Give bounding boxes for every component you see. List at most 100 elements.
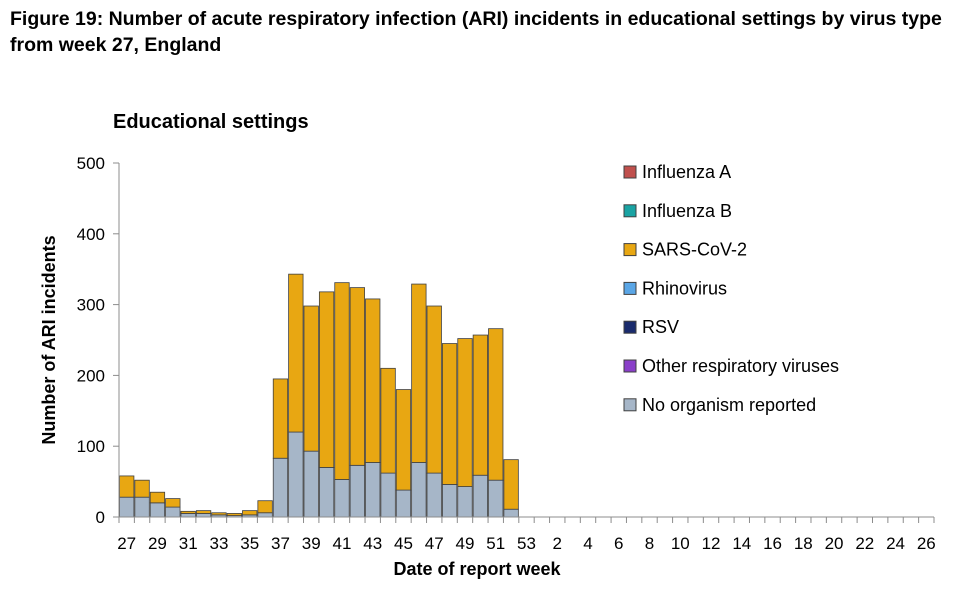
- bar-segment: [195, 513, 212, 518]
- x-tick-label: 14: [732, 534, 751, 553]
- legend: Influenza A Influenza B SARS-CoV-2 Rhinovir…: [623, 162, 839, 415]
- y-tick-label: 200: [77, 366, 105, 385]
- bar-segment: [303, 305, 319, 452]
- legend-label: Rhinovirus: [642, 278, 727, 298]
- bar-segment: [426, 305, 442, 474]
- axis-layer: 0 100 200 300 400 500 27 29 31 33 35 37 39 41 43 45 47 49…: [77, 154, 936, 553]
- bar-segment: [503, 508, 519, 518]
- x-tick-label: 26: [917, 534, 936, 553]
- bar-segment: [395, 489, 412, 518]
- legend-swatch: [623, 165, 637, 179]
- legend-label: Other respiratory viruses: [642, 356, 839, 376]
- x-tick-label: 47: [425, 534, 444, 553]
- legend-swatch: [623, 359, 637, 373]
- y-tick-label: 0: [96, 508, 105, 527]
- x-tick-label: 41: [333, 534, 352, 553]
- y-tick-label: 400: [77, 225, 105, 244]
- bar-segment: [165, 498, 181, 508]
- bar-segment: [380, 472, 396, 518]
- chart-title: Educational settings: [113, 111, 309, 133]
- x-tick-label: 49: [456, 534, 475, 553]
- bar-segment: [303, 450, 319, 518]
- bar-segment: [503, 459, 519, 510]
- x-tick-label: 27: [117, 534, 136, 553]
- bar-segment: [365, 298, 381, 463]
- bar-segment: [441, 484, 458, 518]
- bar-segment: [288, 273, 304, 433]
- x-tick-label: 22: [855, 534, 874, 553]
- bar-segment: [119, 475, 135, 498]
- x-tick-label: 18: [794, 534, 813, 553]
- x-tick-label: 29: [148, 534, 167, 553]
- legend-label: SARS-CoV-2: [642, 240, 747, 260]
- bar-segment: [226, 513, 242, 516]
- bar-segment: [318, 467, 335, 518]
- bar-segment: [395, 389, 412, 491]
- bar-segment: [211, 512, 227, 516]
- bar-segment: [472, 474, 488, 518]
- bar-segment: [165, 506, 181, 518]
- x-tick-label: 37: [271, 534, 290, 553]
- x-tick-label: 2: [553, 534, 562, 553]
- legend-swatch: [623, 204, 637, 218]
- legend-swatch: [623, 398, 637, 412]
- legend-label: RSV: [642, 317, 679, 337]
- x-tick-label: 35: [240, 534, 259, 553]
- bar-segment: [134, 479, 150, 498]
- bar-segment: [349, 464, 365, 518]
- bar-segment: [365, 462, 381, 518]
- bar-segment: [272, 378, 289, 459]
- x-tick-label: 8: [645, 534, 654, 553]
- x-tick-label: 20: [825, 534, 844, 553]
- bar-segment: [488, 328, 504, 481]
- bar-segment: [457, 338, 473, 487]
- bar-segment: [334, 282, 350, 480]
- bar-segment: [242, 510, 258, 516]
- bar-segment: [426, 472, 442, 518]
- x-tick-label: 4: [583, 534, 592, 553]
- x-tick-label: 31: [179, 534, 198, 553]
- bar-segment: [411, 283, 427, 463]
- x-tick-label: 10: [671, 534, 690, 553]
- legend-label: Influenza B: [642, 201, 732, 221]
- x-tick-label: 43: [363, 534, 382, 553]
- legend-label: No organism reported: [642, 395, 816, 415]
- legend-swatch: [623, 320, 637, 334]
- x-tick-label: 53: [517, 534, 536, 553]
- bar-segment: [472, 334, 488, 476]
- bar-segment: [149, 502, 166, 518]
- x-tick-label: 39: [302, 534, 321, 553]
- bar-segment: [318, 291, 335, 468]
- bar-segment: [149, 491, 166, 504]
- legend-swatch: [623, 243, 637, 257]
- x-tick-label: 16: [763, 534, 782, 553]
- y-tick-label: 100: [77, 437, 105, 456]
- x-axis-label: Date of report week: [393, 559, 561, 579]
- x-tick-label: 24: [886, 534, 905, 553]
- bar-segment: [257, 512, 273, 518]
- y-axis-label: Number of ARI incidents: [39, 235, 59, 444]
- bar-segment: [257, 500, 273, 514]
- x-tick-label: 45: [394, 534, 413, 553]
- figure-title: Figure 19: Number of acute respiratory i…: [10, 8, 942, 56]
- bar-segment: [272, 457, 289, 518]
- bar-segment: [457, 486, 473, 518]
- x-tick-label: 51: [486, 534, 505, 553]
- bar-segment: [180, 513, 196, 518]
- bar-segment: [441, 343, 458, 485]
- bar-segment: [349, 287, 365, 466]
- bar-segment: [134, 496, 150, 518]
- bar-segment: [488, 479, 504, 518]
- x-tick-label: 33: [209, 534, 228, 553]
- bar-segment: [119, 496, 135, 518]
- x-tick-label: 12: [702, 534, 721, 553]
- y-tick-label: 500: [77, 154, 105, 173]
- bar-segment: [288, 431, 304, 518]
- bar-segment: [380, 367, 396, 474]
- bar-segment: [334, 479, 350, 518]
- plot-layer: [119, 273, 519, 518]
- y-tick-label: 300: [77, 296, 105, 315]
- x-tick-label: 6: [614, 534, 623, 553]
- bar-segment: [411, 462, 427, 518]
